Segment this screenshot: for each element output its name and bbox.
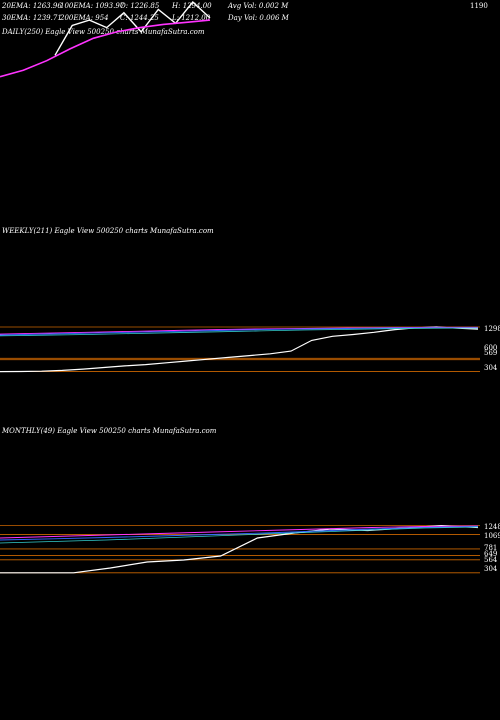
panel-daily-series: [0, 0, 211, 78]
header-open: O: 1226.85: [120, 2, 160, 10]
header-row-2: 30EMA: 1239.71 200EMA: 954 C: 1244.25 L:…: [2, 14, 290, 22]
panel-daily-title: DAILY(250) Eagle View 500250 charts Muna…: [1, 28, 205, 36]
panel-weekly-levels: [0, 326, 480, 372]
header-day-vol: Day Vol: 0.006 M: [227, 14, 290, 22]
panel-monthly-series: [0, 524, 479, 574]
header-close: C: 1244.25: [120, 14, 159, 22]
header-avg-vol: Avg Vol: 0.002 M: [227, 2, 289, 10]
weekly-series-line-3: [0, 327, 479, 337]
panel-monthly-axis-304: 304: [484, 565, 498, 573]
panel-daily-axis-label: 1190: [470, 2, 488, 10]
panel-daily: DAILY(250) Eagle View 500250 charts Muna…: [0, 0, 488, 78]
panel-monthly-title: MONTHLY(49) Eagle View 500250 charts Mun…: [1, 427, 217, 435]
header-row-1: 20EMA: 1263.96 100EMA: 1093.97 O: 1226.8…: [1, 2, 289, 10]
panel-monthly-axis-564: 564: [484, 556, 498, 564]
daily-series-line-0: [54, 0, 211, 56]
panel-weekly: WEEKLY(211) Eagle View 500250 charts Mun…: [0, 227, 500, 373]
panel-monthly: MONTHLY(49) Eagle View 500250 charts Mun…: [0, 427, 500, 574]
panel-monthly-axis-1069: 1069: [484, 532, 500, 540]
header-high: H: 1294.00: [171, 2, 212, 10]
panel-monthly-axis-649: 649: [484, 550, 497, 558]
header-ema100: 100EMA: 1093.97: [60, 2, 125, 10]
monthly-series-line-2: [0, 526, 479, 541]
weekly-series-line-0: [0, 326, 479, 373]
panel-weekly-axis-304: 304: [484, 364, 498, 372]
panel-monthly-axis-1248: 1248: [484, 523, 500, 531]
panel-weekly-axis-569: 569: [484, 349, 497, 357]
header-ema200: 200EMA: 954: [59, 14, 109, 22]
header-ema20: 20EMA: 1263.96: [1, 2, 62, 10]
header-low: L: 1212.00: [171, 14, 211, 22]
panel-weekly-axis-600: 600: [484, 344, 497, 352]
header-ema30: 30EMA: 1239.71: [2, 14, 62, 22]
weekly-series-line-2: [0, 327, 478, 336]
daily-series-line-1: [0, 19, 211, 78]
panel-weekly-series: [0, 326, 479, 373]
panel-weekly-title: WEEKLY(211) Eagle View 500250 charts Mun…: [2, 227, 214, 235]
panel-weekly-axis-1298: 1298: [484, 325, 500, 333]
panel-monthly-levels: [0, 525, 480, 574]
panel-monthly-axis-781: 781: [484, 544, 497, 552]
monthly-series-line-3: [0, 526, 479, 544]
monthly-series-line-1: [0, 525, 479, 539]
